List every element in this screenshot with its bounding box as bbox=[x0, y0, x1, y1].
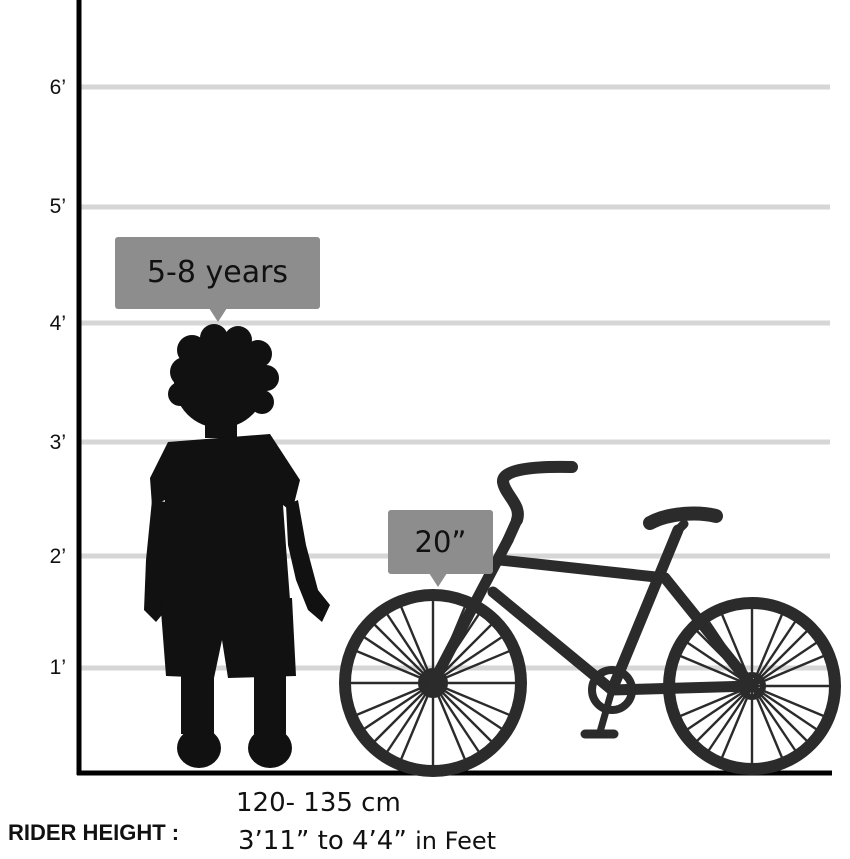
rider-height-feet-range: 3’11” to 4’4” bbox=[238, 826, 407, 856]
tick-label-1ft: 1’ bbox=[49, 656, 66, 679]
rider-height-feet: 3’11” to 4’4” in Feet bbox=[238, 826, 496, 856]
bike-seat bbox=[643, 506, 723, 530]
tick-label-5ft: 5’ bbox=[49, 195, 66, 218]
front-wheel bbox=[339, 589, 527, 777]
rider-height-cm: 120- 135 cm bbox=[236, 788, 401, 818]
tick-label-4ft: 4’ bbox=[49, 312, 66, 335]
bicycle-icon bbox=[339, 460, 841, 777]
wheel-size-callout: 20” bbox=[388, 510, 493, 587]
bike-frame bbox=[427, 514, 758, 696]
tick-label-3ft: 3’ bbox=[49, 431, 66, 454]
handlebar bbox=[497, 460, 578, 526]
chainring bbox=[588, 666, 636, 714]
tick-label-6ft: 6’ bbox=[49, 76, 66, 99]
tick-label-2ft: 2’ bbox=[49, 545, 66, 568]
child-silhouette-icon bbox=[144, 324, 330, 768]
rider-height-feet-unit: in Feet bbox=[415, 827, 497, 855]
age-range-callout: 5-8 years bbox=[115, 237, 320, 322]
rider-height-label: RIDER HEIGHT : bbox=[8, 820, 180, 845]
